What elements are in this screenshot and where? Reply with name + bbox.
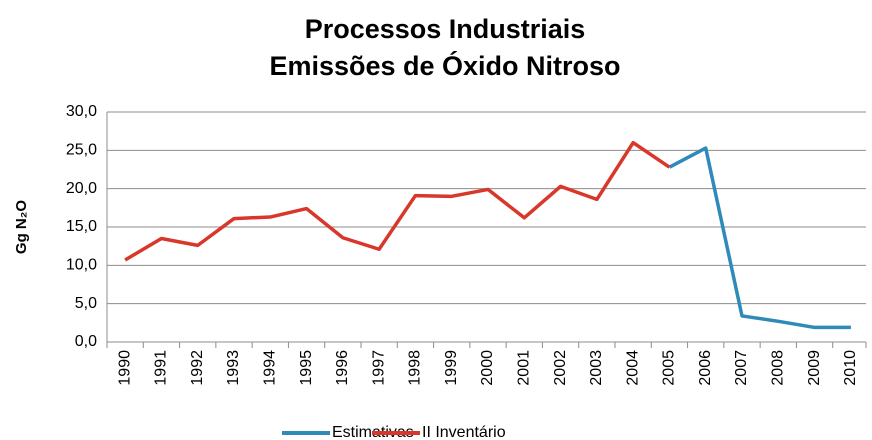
x-tick-label: 2004	[624, 350, 641, 386]
line-series	[668, 146, 851, 330]
chart-subtitle: Emissões de Óxido Nitroso	[269, 50, 620, 81]
legend-label: II Inventário	[422, 424, 506, 440]
x-tick-label: 1998	[407, 350, 424, 386]
x-tick-label: 2000	[479, 350, 496, 386]
y-tick-label: 10,0	[66, 257, 97, 274]
x-tick-label: 2006	[697, 350, 714, 386]
x-tick-label: 2007	[733, 350, 750, 386]
x-tick-label: 1990	[116, 350, 133, 386]
x-tick-label: 1999	[443, 350, 460, 386]
x-tick-label: 2005	[661, 350, 678, 386]
x-tick-label: 2008	[770, 350, 787, 386]
x-tick-label: 2002	[552, 350, 569, 386]
x-tick-label: 1996	[334, 350, 351, 386]
x-tick-label: 1995	[298, 350, 315, 386]
x-tick-label: 1994	[262, 350, 279, 386]
x-tick-label: 1993	[225, 350, 242, 386]
y-tick-label: 15,0	[66, 218, 97, 235]
y-tick-label: 0,0	[75, 333, 97, 350]
x-tick-label: 1991	[153, 350, 170, 386]
x-tick-label: 2003	[588, 350, 605, 386]
y-tick-label: 5,0	[75, 295, 97, 312]
y-tick-label: 20,0	[66, 180, 97, 197]
x-tick-label: 2010	[842, 350, 859, 386]
y-tick-label: 25,0	[66, 142, 97, 159]
x-tick-label: 2001	[516, 350, 533, 386]
line-series	[124, 140, 671, 262]
x-tick-label: 2009	[806, 350, 823, 386]
y-tick-label: 30,0	[66, 103, 97, 120]
chart-title: Processos Industriais	[305, 14, 586, 44]
x-tick-label: 1992	[189, 350, 206, 386]
x-tick-label: 1997	[370, 350, 387, 386]
y-axis-label: Gg N₂O	[13, 200, 30, 254]
